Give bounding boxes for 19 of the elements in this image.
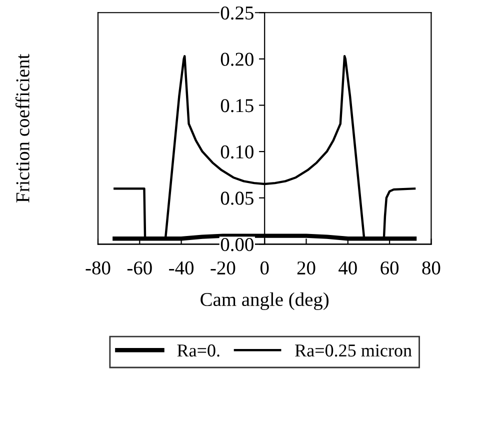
y-tick-label: 0.10 xyxy=(220,145,254,159)
x-tick-label: 80 xyxy=(422,261,440,275)
x-tick-label: 60 xyxy=(380,261,399,275)
legend-label: Ra=0.25 micron xyxy=(295,344,412,357)
x-tick-label: 0 xyxy=(260,261,269,275)
x-tick-label: 20 xyxy=(297,261,316,275)
x-tick-label: 40 xyxy=(338,261,357,275)
x-tick-label: -20 xyxy=(210,261,236,275)
y-tick-label: 0.25 xyxy=(220,6,254,20)
x-tick-label: -40 xyxy=(169,261,194,275)
x-tick-label: -80 xyxy=(86,261,110,275)
y-tick-label: 0.00 xyxy=(220,238,254,252)
x-axis-title: Cam angle (deg) xyxy=(200,292,329,310)
y-tick-label: 0.15 xyxy=(220,99,254,112)
x-tick-label: -60 xyxy=(127,261,152,275)
y-axis-title: Friction coefficient xyxy=(15,54,30,202)
legend-label: Ra=0. xyxy=(177,344,220,357)
y-tick-label: 0.05 xyxy=(220,192,254,205)
y-tick-label: 0.20 xyxy=(220,52,254,66)
